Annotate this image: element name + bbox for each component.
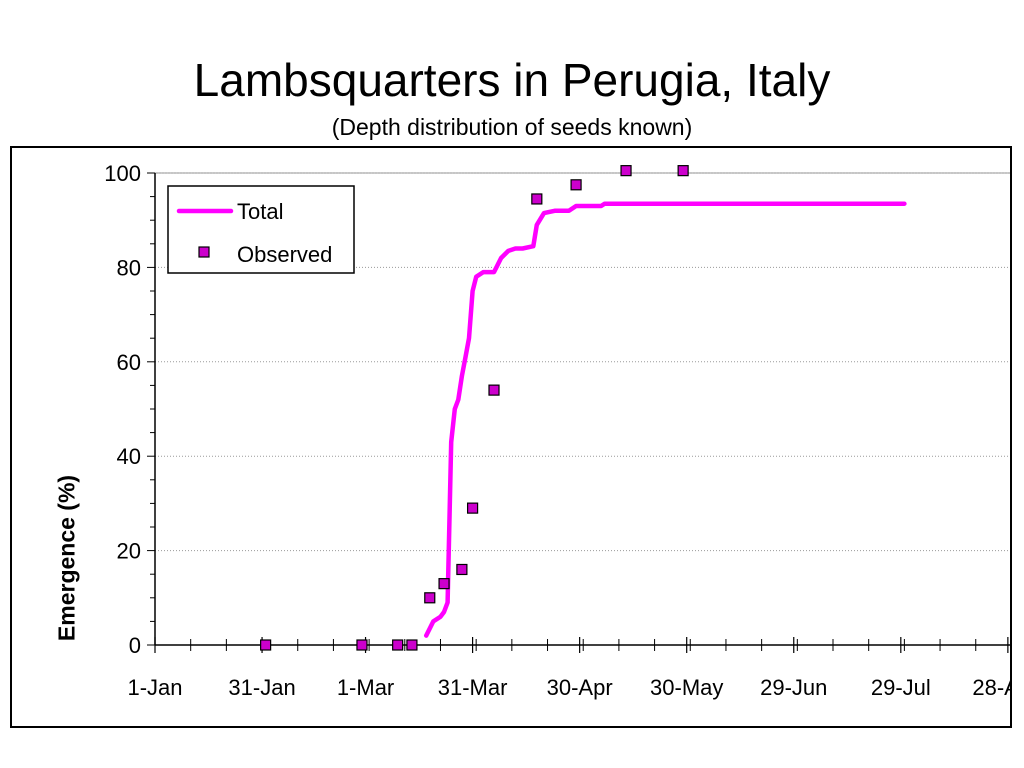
y-axis-title: Emergence (%) <box>53 474 80 642</box>
chart-title: Lambsquarters in Perugia, Italy <box>193 54 831 106</box>
series-line-total <box>423 201 907 638</box>
data-point-observed <box>406 639 418 651</box>
x-tick-label: 28-Aug <box>972 675 1012 700</box>
x-tick-label: 1-Mar <box>337 675 394 700</box>
x-tick-label: 1-Jan <box>127 675 182 700</box>
chart-frame: 0 20 40 60 80 100 1-Jan 31-Jan 1-Mar 31-Mar 30-Apr… <box>10 146 1012 728</box>
x-tick-label: 31-Jan <box>228 675 295 700</box>
data-point-observed <box>488 384 500 396</box>
legend-label-observed: Observed <box>237 242 332 267</box>
x-tick-label: 29-Jun <box>760 675 827 700</box>
data-point-observed <box>570 179 582 191</box>
data-point-observed <box>677 165 689 177</box>
legend-label-total: Total <box>237 199 283 224</box>
legend-swatch-observed <box>198 246 210 258</box>
y-tick-label: 80 <box>117 255 141 280</box>
y-tick-label: 40 <box>117 444 141 469</box>
data-point-observed <box>466 502 479 514</box>
data-point-observed <box>438 578 450 590</box>
chart-subtitle: (Depth distribution of seeds known) <box>331 114 693 140</box>
data-point-observed <box>531 193 543 205</box>
data-point-observed <box>620 165 632 177</box>
x-tick-label: 29-Jul <box>871 675 931 700</box>
x-tick-label: 30-Apr <box>547 675 613 700</box>
legend-box <box>167 185 355 274</box>
y-tick-label: 20 <box>117 539 141 564</box>
y-tick-label: 0 <box>129 633 141 658</box>
x-tick-label: 31-Mar <box>438 675 508 700</box>
data-point-observed <box>356 639 368 651</box>
data-point-observed <box>456 563 468 576</box>
data-point-observed <box>392 639 404 651</box>
chart-svg: 0 20 40 60 80 100 1-Jan 31-Jan 1-Mar 31-Mar 30-Apr… <box>104 161 1012 700</box>
y-tick-label: 60 <box>117 350 141 375</box>
data-point-observed <box>424 592 436 604</box>
data-point-observed <box>260 639 272 651</box>
y-tick-label: 100 <box>104 161 141 186</box>
x-tick-label: 30-May <box>650 675 723 700</box>
